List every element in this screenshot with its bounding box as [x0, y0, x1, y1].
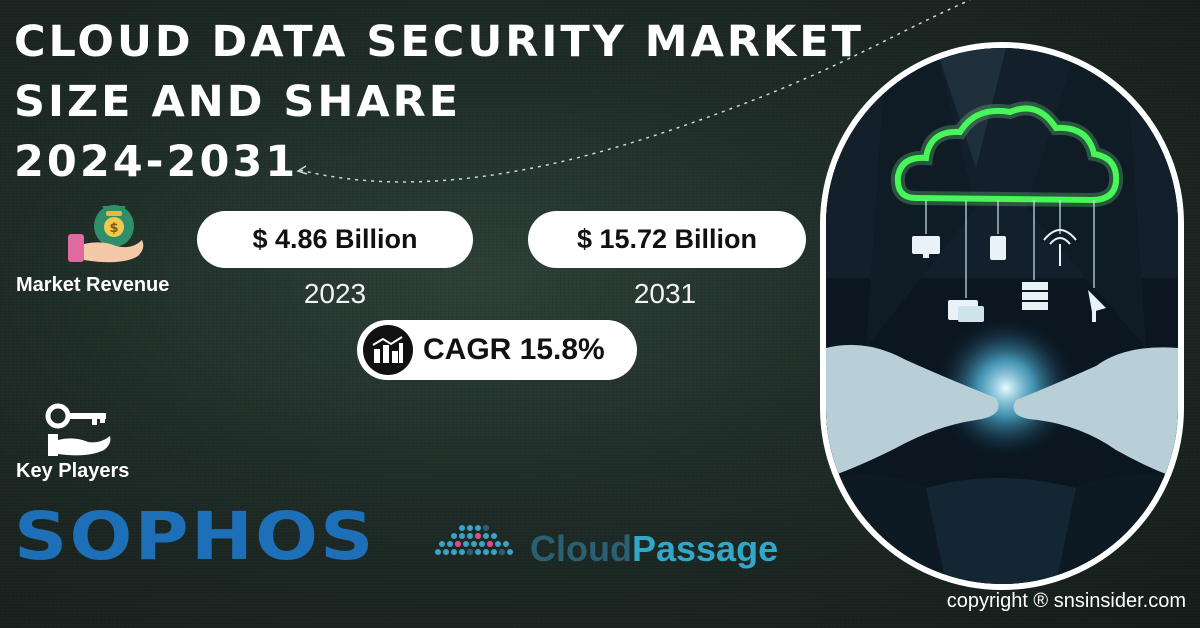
market-revenue-label: Market Revenue: [16, 274, 170, 296]
revenue-2023-pill: $ 4.86 Billion: [197, 211, 473, 268]
page-title: CLOUD DATA SECURITY MARKET SIZE AND SHAR…: [14, 12, 874, 192]
growth-chart-icon: [363, 325, 413, 375]
revenue-2023-year: 2023: [303, 278, 367, 309]
revenue-2031-value: $ 15.72 Billion: [576, 224, 758, 254]
money-bag-hand-icon: $: [68, 205, 144, 263]
key-players-label: Key Players: [16, 460, 130, 482]
revenue-2023-value: $ 4.86 Billion: [252, 224, 418, 254]
title-line-1: CLOUD DATA SECURITY MARKET: [14, 17, 865, 67]
svg-text:$: $: [109, 221, 118, 236]
cloudpassage-text-passage: Passage: [631, 528, 779, 569]
cloudpassage-text-cloud: Cloud: [530, 528, 632, 569]
cloud-hands-illustration: [820, 42, 1184, 590]
cloudpassage-logo-mark: [435, 525, 513, 555]
cloudpassage-logo-text: CloudPassage: [530, 528, 778, 570]
title-line-2: SIZE AND SHARE: [14, 77, 462, 127]
sophos-logo: SOPHOS: [14, 498, 376, 575]
revenue-2031-year: 2031: [633, 278, 697, 309]
title-line-3: 2024-2031: [14, 137, 299, 187]
key-hand-icon: [45, 403, 111, 456]
revenue-2031-pill: $ 15.72 Billion: [528, 211, 806, 268]
cagr-pill: CAGR 15.8%: [357, 320, 637, 380]
cagr-value: CAGR 15.8%: [423, 333, 605, 366]
copyright-text: copyright ® snsinsider.com: [946, 590, 1186, 612]
